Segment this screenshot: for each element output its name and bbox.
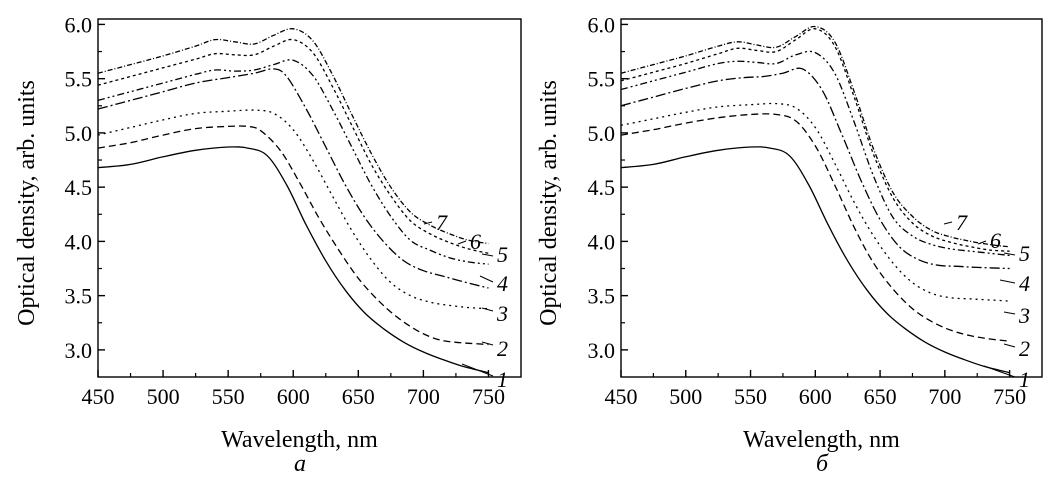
- x-axis-title: Wavelength, nm: [743, 427, 900, 453]
- curve-label-leader: [481, 341, 494, 346]
- x-tick-label: 650: [864, 384, 897, 409]
- series-line-7: [97, 28, 489, 245]
- x-tick-label: 500: [147, 384, 180, 409]
- curve-label-leader: [943, 221, 953, 225]
- series-line-1: [97, 146, 489, 374]
- curve-label-1: 1: [1019, 367, 1030, 392]
- x-tick-label: 450: [605, 384, 638, 409]
- series-line-6: [620, 28, 1010, 252]
- curve-label-3: 3: [1018, 303, 1030, 328]
- series-line-4: [97, 68, 489, 289]
- x-tick-label: 500: [669, 384, 702, 409]
- series-line-4: [620, 67, 1010, 270]
- curve-label-4: 4: [497, 271, 508, 296]
- y-axis-title: Optical density, arb. units: [14, 80, 40, 326]
- curve-label-leader: [479, 275, 494, 283]
- series-line-6: [97, 38, 489, 254]
- x-tick-label: 650: [342, 384, 375, 409]
- x-tick-label: 750: [993, 384, 1026, 409]
- series-line-1: [620, 146, 1010, 374]
- series-line-3: [620, 102, 1010, 302]
- x-tick-label: 450: [82, 384, 115, 409]
- curve-label-leader: [1003, 311, 1016, 315]
- x-tick-label: 750: [472, 384, 505, 409]
- curve-label-leader: [999, 279, 1016, 284]
- x-tick-label: 600: [277, 384, 310, 409]
- panel-label: б: [816, 451, 829, 477]
- x-tick-label: 600: [799, 384, 832, 409]
- x-tick-label: 700: [928, 384, 961, 409]
- curve-label-5: 5: [1019, 241, 1030, 266]
- y-tick-label: 4.0: [65, 229, 93, 254]
- y-tick-label: 3.5: [65, 284, 93, 309]
- curve-label-5: 5: [497, 242, 508, 267]
- y-tick-label: 3.0: [65, 338, 93, 363]
- series-line-2: [97, 125, 489, 346]
- y-tick-label: 4.5: [65, 175, 93, 200]
- plot-frame: [620, 18, 1043, 378]
- x-tick-label: 700: [407, 384, 440, 409]
- series-line-3: [97, 109, 489, 310]
- curve-label-6: 6: [990, 228, 1001, 253]
- curve-label-1: 1: [497, 367, 508, 392]
- chart-panel-1: 450 500 550 600 650 700 750 3.0 3.5 4.0 4.5 5.0 5.5 6…: [14, 12, 522, 477]
- curve-label-leader: [1003, 252, 1016, 256]
- plot-frame: [97, 18, 522, 378]
- curve-label-leader: [481, 253, 494, 257]
- y-tick-label: 6.0: [588, 12, 616, 37]
- y-tick-label: 5.0: [588, 121, 616, 146]
- series-line-5: [620, 50, 1010, 257]
- curve-label-2: 2: [497, 336, 508, 361]
- series-line-2: [620, 113, 1010, 342]
- y-tick-label: 3.5: [588, 284, 616, 309]
- curve-label-leader: [423, 221, 433, 225]
- curve-label-leader: [977, 240, 987, 245]
- curve-label-leader: [481, 307, 494, 312]
- y-axis-title: Optical density, arb. units: [536, 80, 562, 326]
- panel-label: a: [294, 451, 306, 477]
- y-tick-label: 5.5: [588, 67, 616, 92]
- chart-panel-2: 450 500 550 600 650 700 750 3.0 3.5 4.0 4.5 5.0 5.5 6…: [536, 12, 1043, 477]
- curve-label-6: 6: [470, 229, 481, 254]
- y-tick-label: 4.0: [588, 229, 616, 254]
- curve-label-3: 3: [496, 301, 508, 326]
- x-tick-label: 550: [212, 384, 245, 409]
- curve-label-leader: [461, 363, 494, 377]
- series-line-7: [620, 25, 1010, 248]
- y-tick-label: 5.5: [65, 67, 93, 92]
- y-tick-label: 6.0: [65, 12, 93, 37]
- x-axis-title: Wavelength, nm: [221, 427, 378, 453]
- y-tick-label: 5.0: [65, 121, 93, 146]
- series-line-5: [97, 59, 489, 265]
- x-tick-label: 550: [734, 384, 767, 409]
- curve-label-7: 7: [956, 210, 968, 235]
- y-tick-label: 4.5: [588, 175, 616, 200]
- curve-label-7: 7: [436, 210, 448, 235]
- curve-label-2: 2: [1019, 336, 1030, 361]
- curve-label-leader: [457, 240, 467, 245]
- curve-label-4: 4: [1019, 271, 1030, 296]
- curve-label-leader: [1003, 343, 1016, 348]
- curve-label-leader: [983, 365, 1016, 378]
- y-tick-label: 3.0: [588, 338, 616, 363]
